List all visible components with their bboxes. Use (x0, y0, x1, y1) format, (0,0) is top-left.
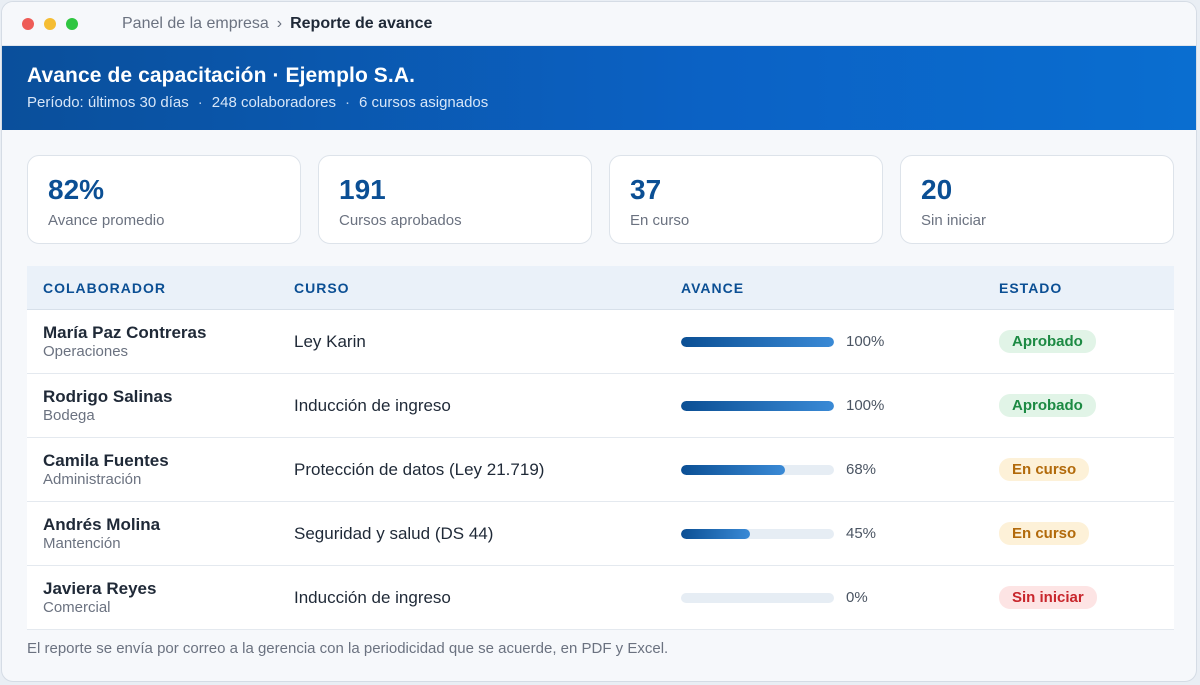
collaborator-department: Mantención (43, 535, 121, 552)
collaborator-cell: Javiera Reyes Comercial (27, 579, 294, 616)
column-header-course: CURSO (294, 279, 350, 296)
collaborator-name: Javiera Reyes (43, 579, 157, 598)
collaborator-name: Camila Fuentes (43, 451, 169, 470)
table-row: Javiera Reyes Comercial Inducción de ingre… (27, 566, 1174, 630)
progress-percent: 100% (846, 333, 885, 350)
progress-bar (681, 528, 834, 539)
status-badge: En curso (999, 522, 1090, 545)
collaborator-department: Comercial (43, 599, 111, 616)
progress-bar-fill (681, 336, 834, 347)
progress-percent: 45% (846, 525, 877, 542)
stat-label: Sin iniciar (921, 212, 987, 229)
course-name: Inducción de ingreso (294, 587, 451, 607)
period-text: Período: últimos 30 días (27, 94, 189, 111)
progress-percent: 68% (846, 461, 877, 478)
window-controls (22, 17, 78, 30)
collaborator-department: Bodega (43, 407, 95, 424)
status-cell: En curso (999, 458, 1174, 481)
table-row: Andrés Molina Mantención Seguridad y salud… (27, 502, 1174, 566)
breadcrumb-separator: › (276, 14, 283, 32)
breadcrumb-current: Reporte de avance (290, 14, 433, 32)
page-header: Avance de capacitación · Ejemplo S.A. Pe… (2, 46, 1196, 130)
status-badge: Aprobado (999, 330, 1096, 353)
stat-label: En curso (630, 212, 690, 229)
course-name: Ley Karin (294, 331, 366, 351)
progress-bar-fill (681, 528, 750, 539)
table-header: COLABORADOR CURSO AVANCE ESTADO (27, 266, 1174, 310)
stat-card-in-progress: 37 En curso (609, 155, 883, 244)
table-body: María Paz Contreras Operaciones Ley Karin 1… (27, 310, 1174, 630)
column-header-collaborator: COLABORADOR (43, 279, 166, 296)
progress-percent: 0% (846, 589, 868, 606)
status-badge: Aprobado (999, 394, 1096, 417)
table-row: María Paz Contreras Operaciones Ley Karin 1… (27, 310, 1174, 374)
minimize-window-button[interactable] (44, 17, 56, 30)
collaborators-count: 248 colaboradores (211, 94, 337, 111)
status-cell: Aprobado (999, 394, 1174, 417)
column-header-progress: AVANCE (681, 279, 745, 296)
stat-label: Avance promedio (48, 212, 165, 229)
stat-card-not-started: 20 Sin iniciar (900, 155, 1174, 244)
breadcrumb-parent-link[interactable]: Panel de la empresa (122, 14, 269, 32)
progress-cell: 100% (681, 397, 999, 414)
maximize-window-button[interactable] (66, 17, 78, 30)
course-name: Protección de datos (Ley 21.719) (294, 459, 545, 479)
collaborator-department: Operaciones (43, 343, 129, 360)
collaborator-name: María Paz Contreras (43, 323, 207, 342)
status-cell: Aprobado (999, 330, 1174, 353)
status-badge: Sin iniciar (999, 586, 1097, 609)
title-bar: Panel de la empresa › Reporte de avance (2, 2, 1196, 46)
course-name: Seguridad y salud (DS 44) (294, 523, 494, 543)
collaborator-cell: Andrés Molina Mantención (27, 515, 294, 552)
collaborator-cell: Rodrigo Salinas Bodega (27, 387, 294, 424)
stats-cards: 82% Avance promedio 191 Cursos aprobados… (27, 155, 1174, 244)
progress-bar (681, 400, 834, 411)
progress-bar (681, 464, 834, 475)
collaborator-name: Andrés Molina (43, 515, 161, 534)
stat-value: 37 (630, 174, 662, 205)
collaborator-department: Administración (43, 471, 142, 488)
stat-value: 20 (921, 174, 953, 205)
column-header-status: ESTADO (999, 279, 1063, 296)
breadcrumb: Panel de la empresa › Reporte de avance (122, 15, 432, 33)
page-title: Avance de capacitación · Ejemplo S.A. (27, 64, 416, 87)
collaborator-cell: Camila Fuentes Administración (27, 451, 294, 488)
status-badge: En curso (999, 458, 1090, 481)
stat-value: 191 (339, 174, 386, 205)
subtitle-separator: · (345, 94, 351, 111)
progress-bar-fill (681, 464, 786, 475)
stat-label: Cursos aprobados (339, 212, 462, 229)
page-subtitle: Período: últimos 30 días · 248 colaborad… (27, 94, 1196, 111)
progress-table: COLABORADOR CURSO AVANCE ESTADO María Pa… (27, 266, 1174, 630)
table-row: Camila Fuentes Administración Protección d… (27, 438, 1174, 502)
stat-value: 82% (48, 174, 105, 205)
course-name: Inducción de ingreso (294, 395, 451, 415)
progress-cell: 0% (681, 589, 999, 606)
progress-cell: 100% (681, 333, 999, 350)
status-cell: Sin iniciar (999, 586, 1174, 609)
progress-cell: 68% (681, 461, 999, 478)
stat-card-average-progress: 82% Avance promedio (27, 155, 301, 244)
progress-bar (681, 592, 834, 603)
table-row: Rodrigo Salinas Bodega Inducción de ingres… (27, 374, 1174, 438)
collaborator-cell: María Paz Contreras Operaciones (27, 323, 294, 360)
footer-note: El reporte se envía por correo a la gere… (27, 640, 669, 657)
courses-count: 6 cursos asignados (359, 94, 489, 111)
progress-percent: 100% (846, 397, 885, 414)
progress-bar-fill (681, 400, 834, 411)
progress-cell: 45% (681, 525, 999, 542)
progress-bar (681, 336, 834, 347)
close-window-button[interactable] (22, 17, 34, 30)
status-cell: En curso (999, 522, 1174, 545)
collaborator-name: Rodrigo Salinas (43, 387, 173, 406)
stat-card-approved: 191 Cursos aprobados (318, 155, 592, 244)
subtitle-separator: · (197, 94, 203, 111)
